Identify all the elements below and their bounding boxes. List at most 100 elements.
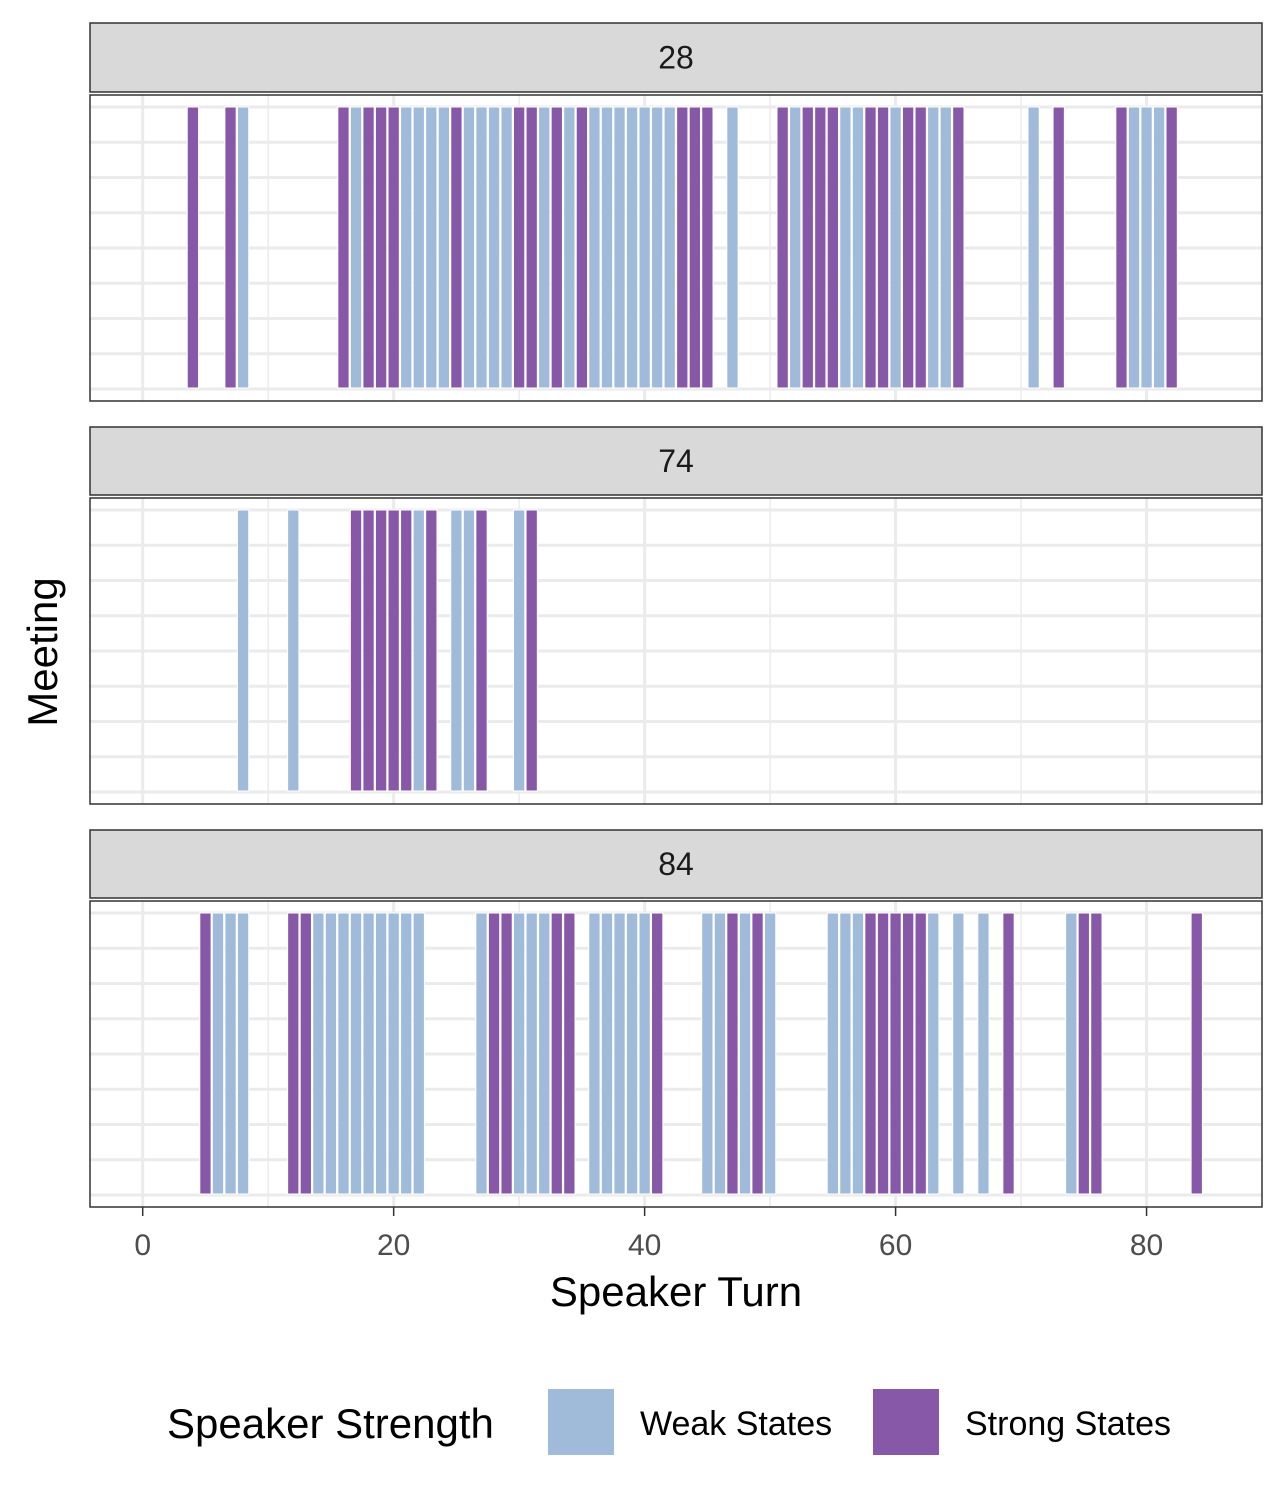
x-tick-label: 0	[134, 1229, 151, 1262]
weak-state-bar	[437, 106, 451, 389]
strong-state-bar	[1052, 106, 1065, 389]
legend: Speaker Strength Weak States Strong State…	[167, 1389, 1171, 1455]
x-tick-label: 40	[628, 1229, 661, 1262]
weak-state-bar	[701, 912, 714, 1195]
facet-strip	[89, 829, 1263, 899]
weak-state-bar	[738, 912, 752, 1195]
strong-state-bar	[550, 106, 563, 389]
facet-panels: 28 74 84	[89, 22, 1263, 1208]
weak-state-bar	[400, 912, 413, 1195]
strong-state-bar	[1115, 106, 1128, 389]
facet-strip-label: 28	[658, 40, 694, 76]
weak-state-bar	[362, 912, 375, 1195]
strong-state-bar	[826, 106, 839, 389]
strong-state-bar	[475, 509, 488, 792]
weak-state-bar	[538, 106, 551, 389]
weak-state-bar	[839, 106, 852, 389]
strong-state-bar	[450, 106, 463, 389]
strong-state-bar	[563, 912, 576, 1195]
legend-swatch	[548, 1389, 614, 1455]
strong-state-bar	[513, 106, 526, 389]
weak-state-bar	[563, 106, 576, 389]
weak-state-bar	[287, 509, 300, 792]
strong-state-bar	[1077, 912, 1090, 1195]
legend-item-strong: Strong States	[873, 1389, 1171, 1455]
strong-state-bar	[425, 509, 438, 792]
weak-state-bar	[236, 106, 250, 389]
weak-state-bar	[952, 912, 965, 1195]
strong-state-bar	[550, 912, 563, 1195]
strong-state-bar	[801, 106, 814, 389]
strong-state-bar	[525, 509, 538, 792]
strong-state-bar	[889, 912, 902, 1195]
weak-state-bar	[475, 106, 488, 389]
facet-panel-84: 84	[89, 829, 1263, 1208]
strong-state-bar	[299, 912, 312, 1195]
strong-state-bar	[224, 106, 237, 389]
strong-state-bar	[701, 106, 714, 389]
weak-state-bar	[337, 912, 350, 1195]
strong-state-bar	[387, 106, 400, 389]
weak-state-bar	[538, 912, 551, 1195]
weak-state-bar	[525, 912, 538, 1195]
strong-state-bar	[287, 912, 300, 1195]
strong-state-bar	[374, 106, 388, 389]
legend-label: Weak States	[640, 1405, 832, 1443]
weak-state-bar	[939, 106, 952, 389]
strong-state-bar	[952, 106, 965, 389]
strong-state-bar	[814, 106, 827, 389]
weak-state-bar	[625, 912, 639, 1195]
legend-item-weak: Weak States	[548, 1389, 832, 1455]
weak-state-bar	[1152, 106, 1166, 389]
x-tick-label: 20	[377, 1229, 410, 1262]
strong-state-bar	[575, 106, 589, 389]
strong-state-bar	[1190, 912, 1203, 1195]
strong-state-bar	[337, 106, 350, 389]
strong-state-bar	[400, 509, 413, 792]
strong-state-bar	[1002, 912, 1015, 1195]
legend-swatch	[873, 1389, 939, 1455]
weak-state-bar	[789, 106, 802, 389]
weak-state-bar	[588, 912, 601, 1195]
strong-state-bar	[864, 106, 877, 389]
strong-state-bar	[901, 106, 915, 389]
strong-state-bar	[186, 106, 200, 389]
weak-state-bar	[374, 912, 388, 1195]
strong-state-bar	[688, 106, 701, 389]
weak-state-bar	[349, 106, 363, 389]
weak-state-bar	[462, 106, 476, 389]
weak-state-bar	[500, 106, 513, 389]
weak-state-bar	[663, 106, 676, 389]
weak-state-bar	[927, 912, 940, 1195]
facet-panel-74: 74	[89, 426, 1263, 805]
weak-state-bar	[513, 912, 526, 1195]
weak-state-bar	[462, 509, 476, 792]
weak-state-bar	[651, 106, 664, 389]
weak-state-bar	[851, 912, 865, 1195]
strong-state-bar	[876, 106, 890, 389]
strong-state-bar	[349, 509, 363, 792]
strong-state-bar	[776, 106, 789, 389]
x-tick-label: 80	[1130, 1229, 1163, 1262]
weak-state-bar	[387, 912, 400, 1195]
weak-state-bar	[613, 912, 626, 1195]
weak-state-bar	[826, 912, 839, 1195]
weak-state-bar	[236, 912, 250, 1195]
strong-state-bar	[1090, 912, 1103, 1195]
weak-state-bar	[927, 106, 940, 389]
strong-state-bar	[751, 912, 764, 1195]
weak-state-bar	[349, 912, 363, 1195]
weak-state-bar	[638, 912, 651, 1195]
strong-state-bar	[864, 912, 877, 1195]
weak-state-bar	[412, 912, 425, 1195]
weak-state-bar	[324, 912, 338, 1195]
weak-state-bar	[450, 509, 463, 792]
x-axis: 0 20 40 60 80	[134, 1207, 1163, 1262]
weak-state-bar	[425, 106, 438, 389]
weak-state-bar	[613, 106, 626, 389]
strong-state-bar	[914, 912, 927, 1195]
weak-state-bar	[889, 106, 902, 389]
strong-state-bar	[1165, 106, 1178, 389]
strong-state-bar	[726, 912, 739, 1195]
